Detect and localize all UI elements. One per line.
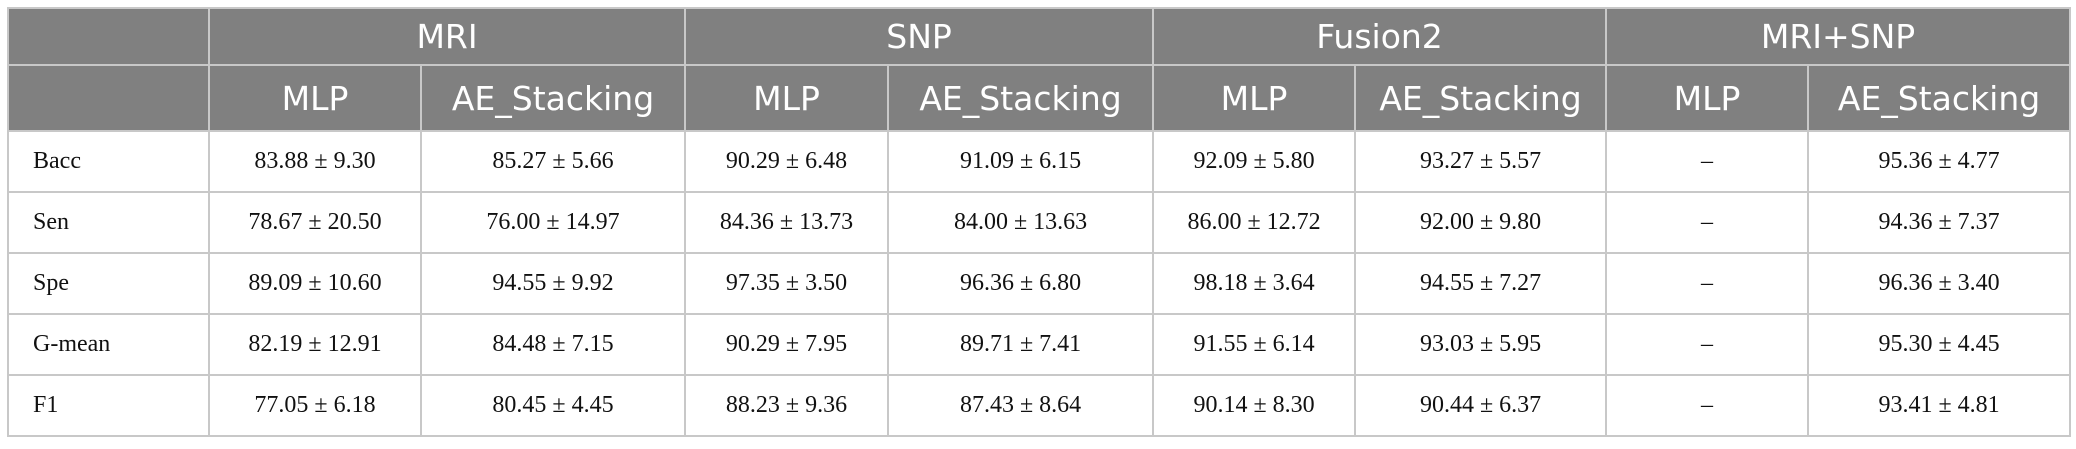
sub-header: AE_Stacking — [887, 64, 1155, 132]
cell: 77.05 ± 6.18 — [208, 374, 422, 437]
corner-cell — [7, 64, 210, 132]
cell: 94.36 ± 7.37 — [1807, 191, 2072, 254]
cell: 85.27 ± 5.66 — [419, 130, 687, 193]
row-label: G-mean — [7, 313, 210, 376]
cell: 78.67 ± 20.50 — [208, 191, 422, 254]
cell: 80.45 ± 4.45 — [419, 374, 687, 437]
cell: 94.55 ± 9.92 — [419, 252, 687, 315]
cell: 91.55 ± 6.14 — [1152, 313, 1357, 376]
cell: 94.55 ± 7.27 — [1354, 252, 1608, 315]
cell: 84.48 ± 7.15 — [419, 313, 687, 376]
corner-cell — [7, 7, 210, 66]
cell: 95.36 ± 4.77 — [1807, 130, 2072, 193]
sub-header: AE_Stacking — [1807, 64, 2072, 132]
row-label: Sen — [7, 191, 210, 254]
cell: 89.71 ± 7.41 — [887, 313, 1155, 376]
cell: 90.14 ± 8.30 — [1152, 374, 1357, 437]
cell: 83.88 ± 9.30 — [208, 130, 422, 193]
cell: 82.19 ± 12.91 — [208, 313, 422, 376]
table-row: F1 77.05 ± 6.18 80.45 ± 4.45 88.23 ± 9.36 87… — [7, 374, 2072, 437]
cell: 93.41 ± 4.81 — [1807, 374, 2072, 437]
cell: 93.27 ± 5.57 — [1354, 130, 1608, 193]
group-header: Fusion2 — [1152, 7, 1608, 66]
cell: 76.00 ± 14.97 — [419, 191, 687, 254]
cell: 91.09 ± 6.15 — [887, 130, 1155, 193]
cell: 95.30 ± 4.45 — [1807, 313, 2072, 376]
sub-header: MLP — [684, 64, 890, 132]
group-header: SNP — [684, 7, 1155, 66]
cell: 97.35 ± 3.50 — [684, 252, 890, 315]
cell: – — [1605, 313, 1810, 376]
table-row: G-mean 82.19 ± 12.91 84.48 ± 7.15 90.29 ± 7… — [7, 313, 2072, 376]
table-row: Spe 89.09 ± 10.60 94.55 ± 9.92 97.35 ± 3.50… — [7, 252, 2072, 315]
cell: 84.36 ± 13.73 — [684, 191, 890, 254]
cell: 96.36 ± 6.80 — [887, 252, 1155, 315]
cell: 96.36 ± 3.40 — [1807, 252, 2072, 315]
cell: 92.09 ± 5.80 — [1152, 130, 1357, 193]
cell: 92.00 ± 9.80 — [1354, 191, 1608, 254]
table-row: Sen 78.67 ± 20.50 76.00 ± 14.97 84.36 ± 13.… — [7, 191, 2072, 254]
cell: 90.29 ± 6.48 — [684, 130, 890, 193]
cell: – — [1605, 252, 1810, 315]
cell: 87.43 ± 8.64 — [887, 374, 1155, 437]
cell: 90.29 ± 7.95 — [684, 313, 890, 376]
group-header: MRI — [207, 7, 687, 66]
row-label: Bacc — [7, 130, 210, 193]
group-header: MRI+SNP — [1605, 7, 2072, 66]
cell: 89.09 ± 10.60 — [208, 252, 422, 315]
cell: – — [1605, 374, 1810, 437]
cell: 98.18 ± 3.64 — [1152, 252, 1357, 315]
row-label: F1 — [7, 374, 210, 437]
cell: 86.00 ± 12.72 — [1152, 191, 1357, 254]
cell: 84.00 ± 13.63 — [887, 191, 1155, 254]
sub-header: MLP — [1152, 64, 1357, 132]
cell: 88.23 ± 9.36 — [684, 374, 890, 437]
sub-header: MLP — [208, 64, 422, 132]
results-table: MRI SNP Fusion2 MRI+SNP MLP AE_Stacking MLP AE… — [7, 7, 2072, 437]
sub-header: AE_Stacking — [419, 64, 687, 132]
cell: 90.44 ± 6.37 — [1354, 374, 1608, 437]
sub-header: AE_Stacking — [1354, 64, 1608, 132]
cell: – — [1605, 130, 1810, 193]
cell: 93.03 ± 5.95 — [1354, 313, 1608, 376]
cell: – — [1605, 191, 1810, 254]
row-label: Spe — [7, 252, 210, 315]
table-row: Bacc 83.88 ± 9.30 85.27 ± 5.66 90.29 ± 6.48… — [7, 130, 2072, 193]
sub-header: MLP — [1605, 64, 1810, 132]
